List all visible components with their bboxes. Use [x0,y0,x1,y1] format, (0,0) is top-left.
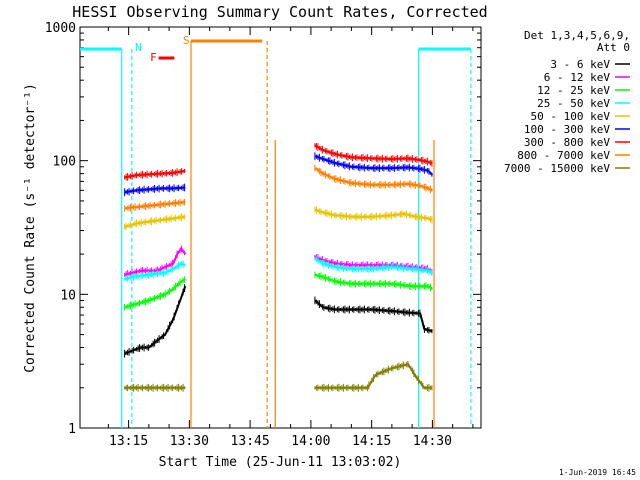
y-axis-label: Corrected Count Rate (s⁻¹ detector⁻¹) [23,83,38,373]
legend-label: 100 - 300 keV [524,123,610,136]
plot-area: 1 10 100 1000 13:15 13:30 13:45 14:00 14:15 14:30… [45,21,482,449]
series-noise [124,260,186,282]
series-8 [124,361,433,392]
series-noise [314,271,433,292]
series-noise [314,152,433,177]
series-noise [314,143,433,167]
chart-title: HESSI Observing Summary Count Rates, Cor… [72,3,487,21]
series-4 [124,206,433,231]
series-noise [124,383,186,392]
legend-label: 25 - 50 keV [537,97,610,110]
x-tick-label: 14:15 [352,434,391,449]
x-tick-label: 13:30 [170,434,209,449]
series-line [314,208,433,221]
series-noise [314,361,433,392]
series-noise [314,206,433,224]
series-7 [124,164,433,212]
x-axis-label: Start Time (25-Jun-11 13:03:02) [159,455,402,470]
series-noise [124,284,186,358]
series-5 [124,152,434,197]
legend-label: 3 - 6 keV [550,58,610,71]
y-tick-label: 10 [60,288,76,303]
series-1 [124,245,434,278]
series-noise [314,164,433,194]
legend-header-line-1: Det 1,3,4,5,6,9, [524,29,630,42]
legend-label: 7000 - 15000 keV [504,162,610,175]
legend-header-line-2: Att 0 [597,41,630,54]
series-3 [124,256,433,282]
series-noise [314,296,433,334]
series-noise [124,168,186,181]
y-tick-label: 1000 [45,21,76,36]
series-noise [124,198,186,212]
y-tick-label: 100 [53,155,76,170]
x-tick-label: 14:00 [291,434,330,449]
plot-frame [79,26,482,429]
legend-label: 6 - 12 keV [544,71,611,84]
legend-label: 800 - 7000 keV [517,149,610,162]
flag-label-s: S [183,34,190,47]
series-line [314,299,433,333]
series-noise [124,276,186,311]
legend-label: 12 - 25 keV [537,84,610,97]
x-tick-label: 14:30 [413,434,452,449]
series-noise [314,256,433,276]
series-2 [124,271,433,311]
series-noise [124,213,186,231]
x-tick-label: 13:45 [231,434,270,449]
flag-label-n: N [135,41,142,54]
y-tick-label: 1 [68,422,76,437]
series-noise [124,183,186,197]
x-tick-label: 13:15 [109,434,148,449]
flag-label-f: F [150,51,157,64]
timestamp: 1-Jun-2019 16:45 [559,468,636,477]
legend-label: 50 - 100 keV [531,110,611,123]
series-6 [124,143,433,181]
legend-label: 300 - 800 keV [524,136,610,149]
series-0 [124,284,433,358]
